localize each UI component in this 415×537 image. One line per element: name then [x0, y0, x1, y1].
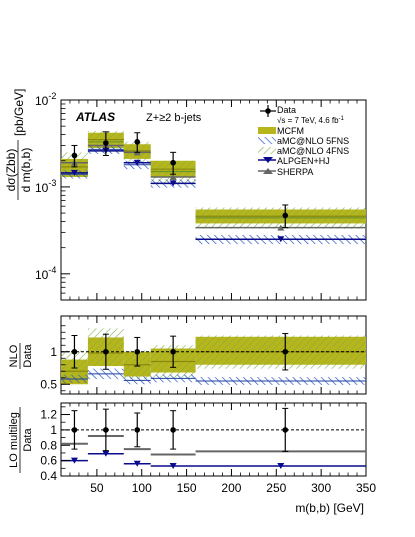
legend-mcfm-label: MCFM [277, 126, 304, 136]
main-plot-area [61, 130, 366, 245]
x-axis-title: m(b,b) [GeV] [295, 501, 364, 515]
data-point-3 [170, 159, 176, 166]
lo-ytick-label-4: 0.4 [40, 469, 57, 483]
data-point-1 [103, 427, 109, 433]
main-ylabel-denominator: d m(b,b) [19, 148, 33, 193]
legend-entry-amc4: aMC@NLO 4FNS [258, 146, 349, 156]
data-point-2 [134, 139, 141, 145]
main-ytick-label-1: 10-3 [35, 178, 56, 195]
main-x-axis [69, 100, 367, 300]
data-point-3 [170, 427, 176, 433]
legend-data-note: √s = 7 TeV, 4.6 fb-1 [277, 116, 345, 125]
data-point-0 [71, 152, 78, 159]
lo-x-axis: 50 100 150 200 250 300 350 [69, 403, 376, 495]
lo-xtick-label-6: 350 [356, 481, 376, 495]
lo-y-label: LO multileg Data [8, 407, 34, 473]
main-ylabel-units: [pb/GeV] [12, 89, 26, 136]
lo-ylabel-numerator: LO multileg [8, 412, 20, 468]
nlo-plot-area [61, 328, 366, 385]
legend-alpgen-label: ALPGEN+HJ [277, 156, 330, 166]
lo-y-axis: 1.210.8 0.60.4 [40, 406, 70, 483]
main-ytick-label-0: 10-2 [35, 91, 56, 108]
legend-data-marker [265, 108, 271, 114]
lo-plot-area [61, 407, 366, 470]
main-ylabel-numerator: dσ(Zbb) [4, 149, 18, 192]
sherpa-marker-3 [169, 174, 177, 181]
sherpa-marker-4 [277, 224, 285, 231]
lo-xtick-label-5: 300 [311, 481, 331, 495]
alpgen-marker-3 [169, 180, 177, 187]
legend-alpgen-marker [263, 157, 273, 163]
main-panel: 10-2 10-3 10-4 ATLAS Z+≥2 b-jets dσ(Zbb) d… [4, 89, 367, 301]
data-point-4 [282, 348, 289, 355]
legend-amc4-swatch [258, 147, 276, 154]
legend-amc4-label: aMC@NLO 4FNS [277, 146, 349, 156]
nlo-ylabel-denominator: Data [22, 344, 34, 368]
legend-sherpa-marker [263, 168, 273, 174]
alpgen-marker-2 [133, 159, 141, 166]
main-frame [60, 99, 367, 301]
lo-ratio-panel: 1.210.8 0.60.4 50 100 150 200 250 300 350 LO mu… [8, 402, 376, 515]
lo-ylabel-denominator: Data [22, 428, 34, 452]
lo-alpgen-marker-3 [169, 463, 177, 470]
nlo-y-label: NLO Data [8, 343, 34, 369]
alpgen-marker-0 [70, 169, 78, 176]
lo-xtick-label-2: 150 [177, 481, 197, 495]
data-point-2 [134, 427, 141, 433]
legend-data-label: Data [277, 105, 296, 115]
lo-ytick-label-1: 1 [50, 423, 57, 437]
legend-amc5-label: aMC@NLO 5FNS [277, 136, 349, 146]
lo-xtick-label-0: 50 [90, 481, 104, 495]
lo-xtick-label-1: 100 [132, 481, 152, 495]
legend-entry-sherpa: SHERPA [258, 167, 313, 177]
legend: Data √s = 7 TeV, 4.6 fb-1 MCFM aMC@NLO 5… [258, 105, 349, 177]
legend-entry-amc5: aMC@NLO 5FNS [258, 136, 349, 146]
nlo-ratio-panel: 10.5 NLO Data [8, 315, 367, 395]
lo-ytick-label-0: 1.2 [40, 408, 57, 422]
legend-sherpa-label: SHERPA [277, 167, 313, 177]
data-point-0 [71, 348, 78, 355]
lo-alpgen-marker-0 [70, 457, 78, 464]
legend-amc5-swatch [258, 137, 276, 144]
data-point-3 [170, 348, 176, 355]
lo-ytick-label-3: 0.6 [40, 454, 57, 468]
nlo-ytick-label-1: 0.5 [40, 377, 57, 391]
data-point-1 [103, 348, 109, 355]
nlo-x-axis [69, 316, 367, 394]
data-point-4 [282, 427, 289, 433]
alpgen-marker-4 [277, 236, 285, 243]
data-point-0 [71, 427, 78, 433]
data-point-2 [134, 348, 141, 355]
main-y-axis: 10-2 10-3 10-4 [35, 91, 70, 301]
nlo-y-axis: 10.5 [40, 325, 70, 391]
lo-xtick-label-4: 250 [266, 481, 286, 495]
legend-mcfm-swatch [258, 127, 276, 134]
lo-ytick-label-2: 0.8 [40, 438, 57, 452]
main-y-label: dσ(Zbb) d m(b,b) [pb/GeV] [4, 89, 33, 200]
legend-entry-mcfm: MCFM [258, 126, 304, 136]
legend-entry-data: Data √s = 7 TeV, 4.6 fb-1 [260, 105, 345, 125]
process-label: Z+≥2 b-jets [146, 112, 202, 124]
lo-alpgen-marker-4 [277, 463, 285, 470]
main-ytick-label-2: 10-4 [35, 265, 56, 282]
experiment-label: ATLAS [75, 110, 115, 124]
data-point-1 [103, 140, 109, 146]
data-point-4 [282, 212, 289, 219]
lo-frame [60, 402, 367, 477]
nlo-ytick-label-0: 1 [50, 345, 57, 359]
lo-xtick-label-3: 200 [221, 481, 241, 495]
lo-alpgen-marker-2 [133, 460, 141, 467]
nlo-ylabel-numerator: NLO [8, 344, 20, 367]
lo-alpgen-marker-1 [102, 450, 110, 457]
legend-entry-alpgen: ALPGEN+HJ [258, 156, 330, 166]
